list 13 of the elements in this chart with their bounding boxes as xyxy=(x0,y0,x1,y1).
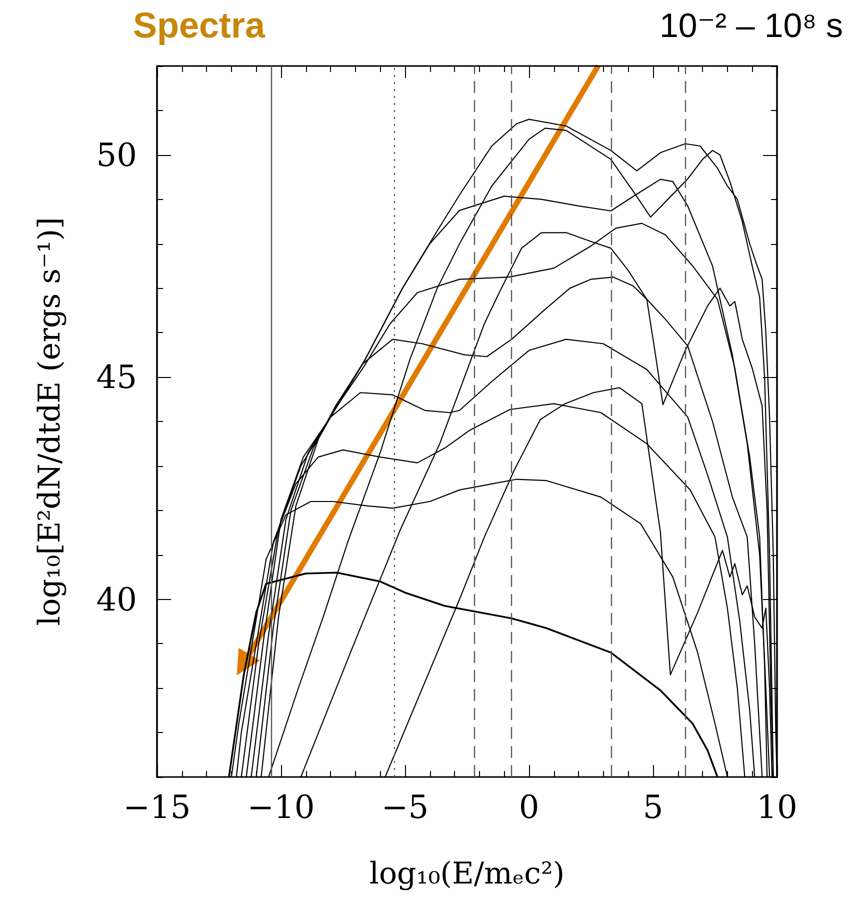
x-tick-label: 5 xyxy=(642,788,664,826)
x-tick-label: −5 xyxy=(381,788,429,826)
x-axis-title: log₁₀(E/mₑc²) xyxy=(369,856,565,892)
chart-subtitle: 10⁻² – 10⁸ s xyxy=(660,7,844,45)
x-tick-label: 0 xyxy=(518,788,540,826)
x-tick-label: 10 xyxy=(756,788,798,826)
y-tick-label: 45 xyxy=(96,358,137,396)
y-tick-label: 50 xyxy=(96,136,137,174)
y-tick-label: 40 xyxy=(96,580,137,618)
x-tick-label: −15 xyxy=(123,788,191,826)
chart-title: Spectra xyxy=(133,4,266,46)
y-axis-title: log₁₀[E²dN/dtdE (ergs s⁻¹)] xyxy=(32,217,68,626)
x-tick-label: −10 xyxy=(247,788,315,826)
